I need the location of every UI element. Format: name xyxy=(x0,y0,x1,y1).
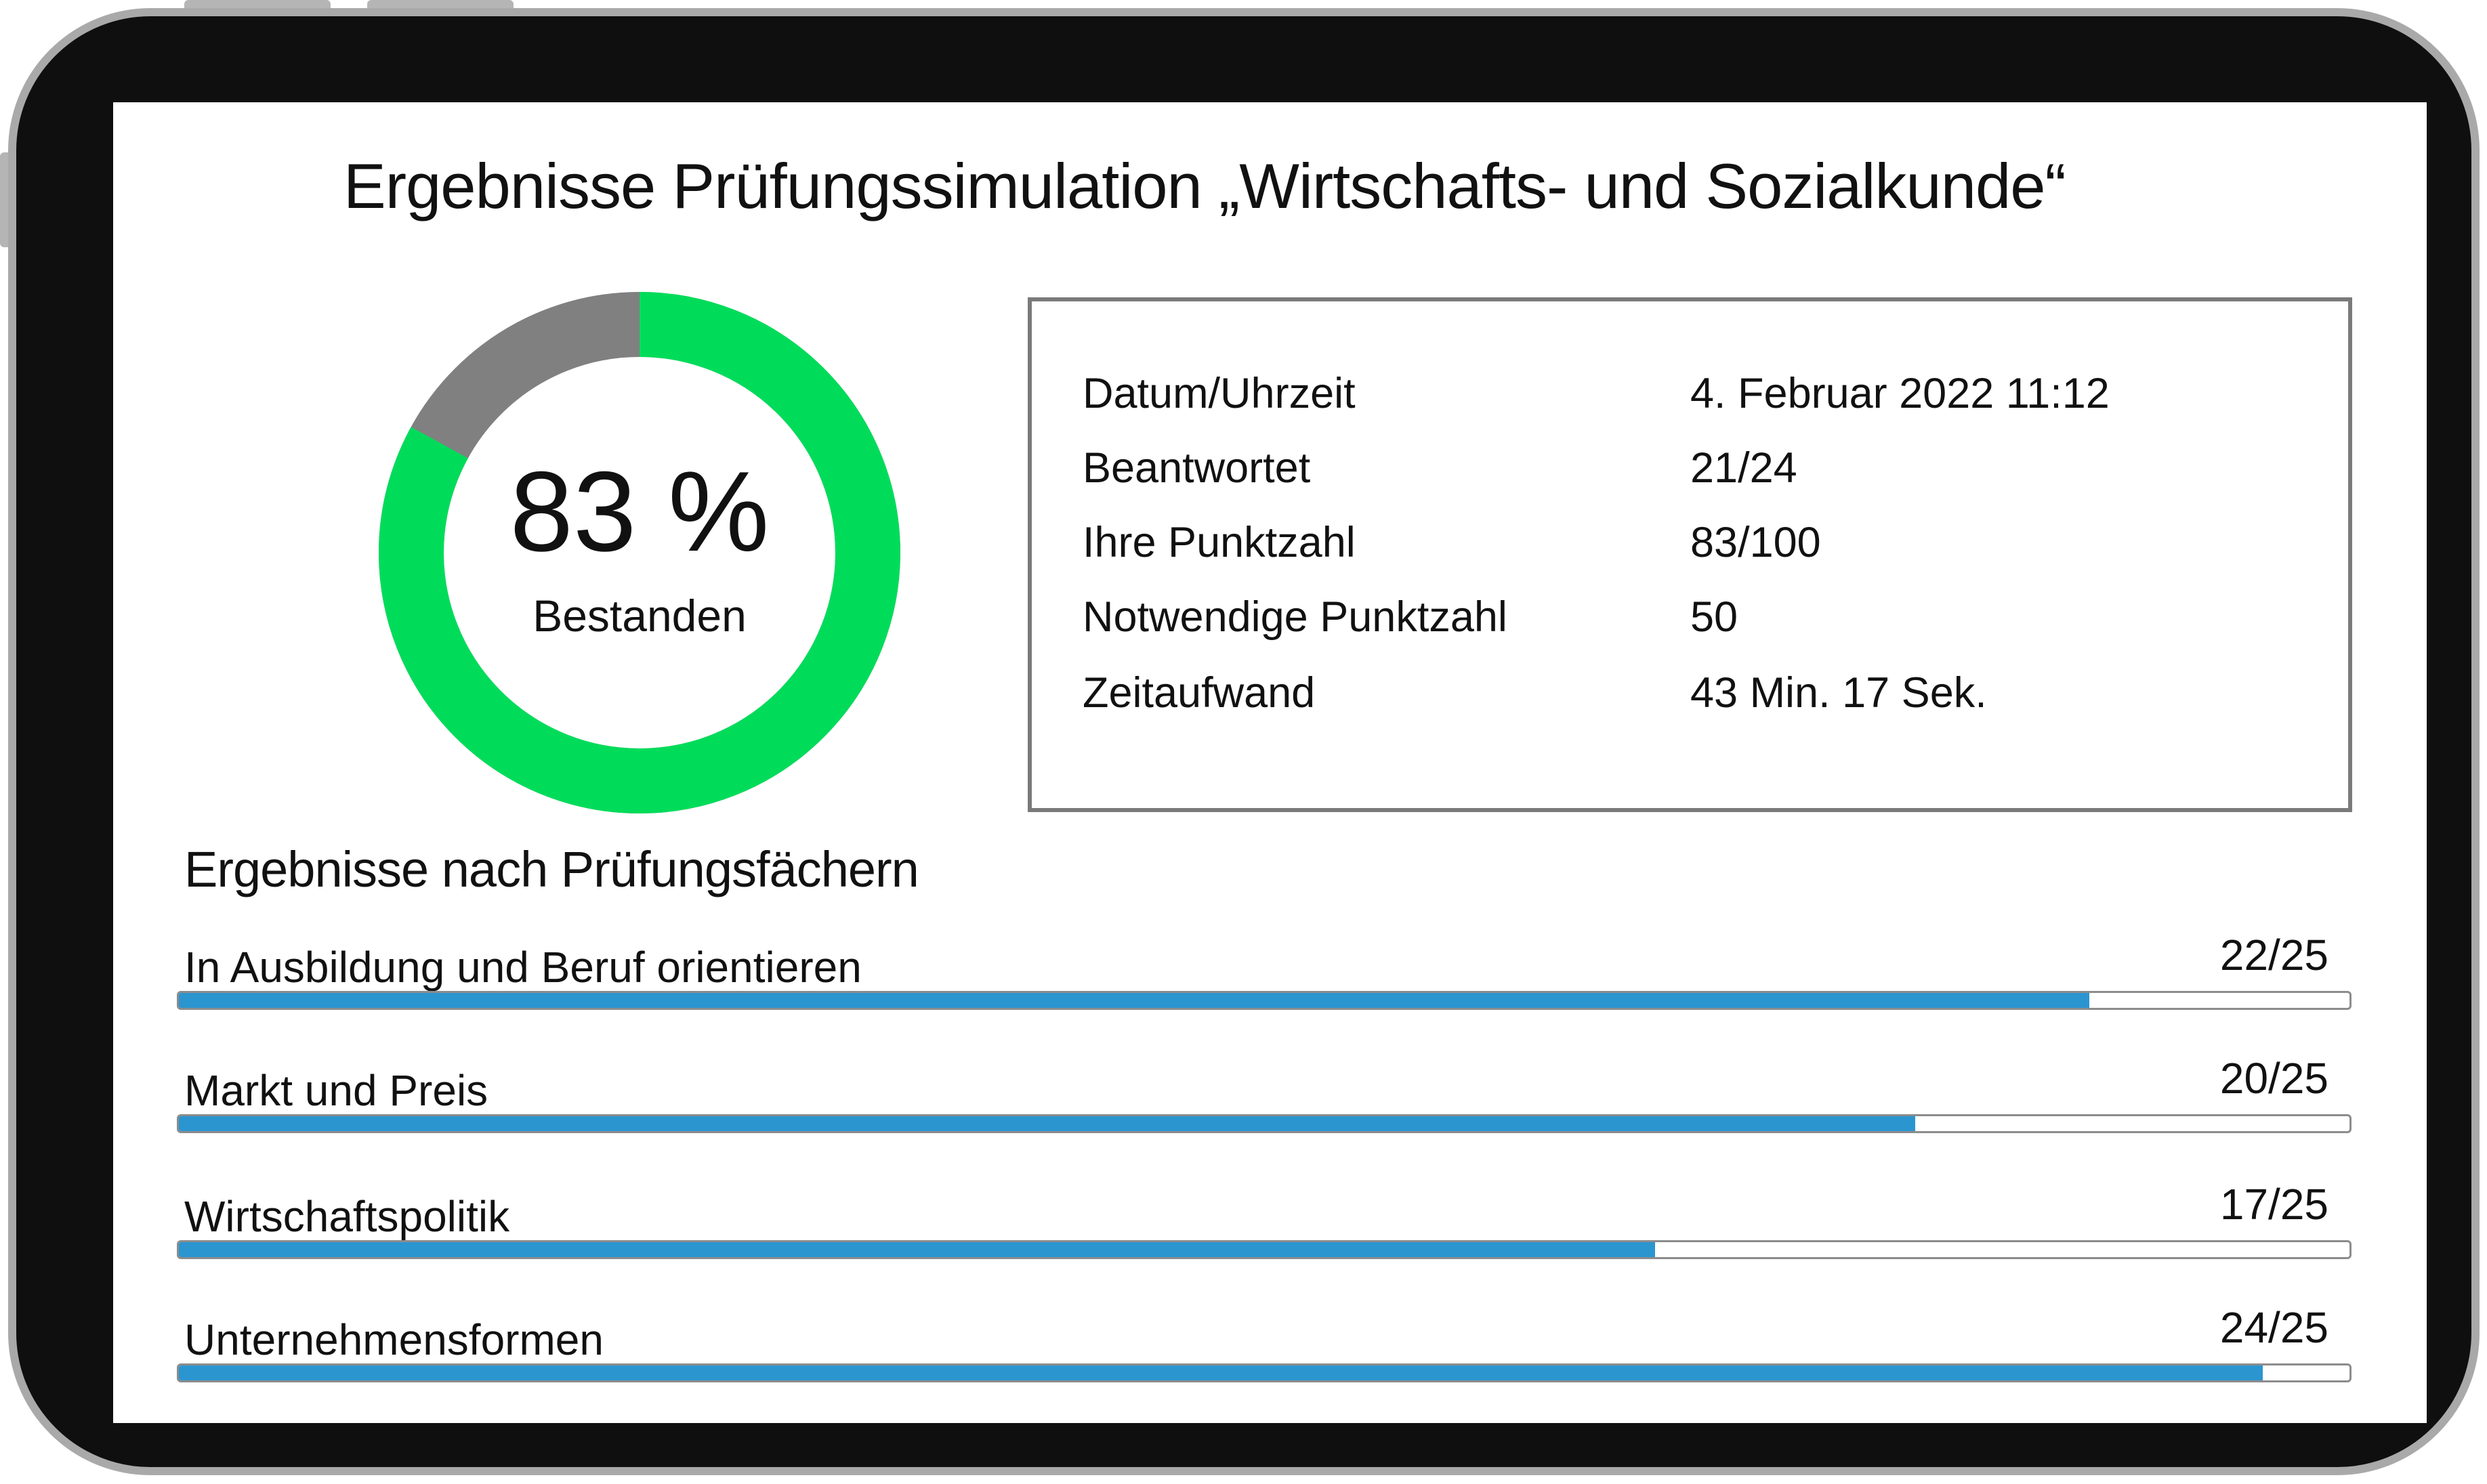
detail-label: Zeitaufwand xyxy=(1083,669,1316,717)
subject-name: Wirtschaftspolitik xyxy=(184,1192,510,1241)
detail-row-score: Ihre Punktzahl 83/100 xyxy=(1083,518,2302,579)
detail-row-date: Datum/Uhrzeit 4. Februar 2022 11:12 xyxy=(1083,369,2302,430)
pass-status-label: Bestanden xyxy=(532,591,747,641)
detail-value: 43 Min. 17 Sek. xyxy=(1690,669,1987,717)
detail-value: 83/100 xyxy=(1690,519,1821,566)
subject-result-row: In Ausbildung und Beruf orientieren 22/2… xyxy=(177,931,2352,1030)
score-donut-chart xyxy=(379,292,900,813)
subject-score: 22/25 xyxy=(2219,931,2328,979)
score-percentage: 83 % xyxy=(509,448,770,575)
detail-value: 21/24 xyxy=(1690,444,1797,492)
detail-label: Ihre Punktzahl xyxy=(1083,519,1356,566)
detail-value: 50 xyxy=(1690,593,1738,641)
subject-score: 20/25 xyxy=(2219,1054,2328,1103)
detail-label: Beantwortet xyxy=(1083,444,1311,492)
subject-result-row: Unternehmensformen 24/25 xyxy=(177,1303,2352,1403)
subject-progress-fill xyxy=(179,1365,2263,1380)
subject-result-row: Markt und Preis 20/25 xyxy=(177,1054,2352,1153)
detail-row-required-score: Notwendige Punktzahl 50 xyxy=(1083,593,2302,654)
subject-score: 24/25 xyxy=(2219,1303,2328,1352)
detail-label: Notwendige Punktzahl xyxy=(1083,593,1507,641)
subject-name: Markt und Preis xyxy=(184,1066,488,1115)
subject-score: 17/25 xyxy=(2219,1180,2328,1229)
subjects-section-heading: Ergebnisse nach Prüfungsfächern xyxy=(184,841,919,897)
subject-name: In Ausbildung und Beruf orientieren xyxy=(184,943,862,992)
tablet-frame: Ergebnisse Prüfungssimulation „Wirtschaf… xyxy=(8,8,2480,1475)
subject-progress-fill xyxy=(179,993,2089,1008)
detail-row-time-spent: Zeitaufwand 43 Min. 17 Sek. xyxy=(1083,669,2302,729)
subject-progress-fill xyxy=(179,1116,1916,1131)
subject-name: Unternehmensformen xyxy=(184,1315,604,1364)
subject-progress-bar xyxy=(177,1114,2352,1133)
subject-progress-bar xyxy=(177,991,2352,1010)
subject-progress-bar xyxy=(177,1363,2352,1382)
exam-details-panel: Datum/Uhrzeit 4. Februar 2022 11:12 Bean… xyxy=(1028,297,2352,812)
detail-label: Datum/Uhrzeit xyxy=(1083,370,1356,417)
subject-progress-bar xyxy=(177,1240,2352,1259)
subject-progress-fill xyxy=(179,1242,1655,1257)
detail-value: 4. Februar 2022 11:12 xyxy=(1690,370,2110,417)
subject-result-row: Wirtschaftspolitik 17/25 xyxy=(177,1180,2352,1279)
tablet-screen: Ergebnisse Prüfungssimulation „Wirtschaf… xyxy=(113,102,2427,1423)
page-title: Ergebnisse Prüfungssimulation „Wirtschaf… xyxy=(343,150,2066,221)
donut-achieved-segment xyxy=(379,292,900,813)
detail-row-answered: Beantwortet 21/24 xyxy=(1083,444,2302,505)
